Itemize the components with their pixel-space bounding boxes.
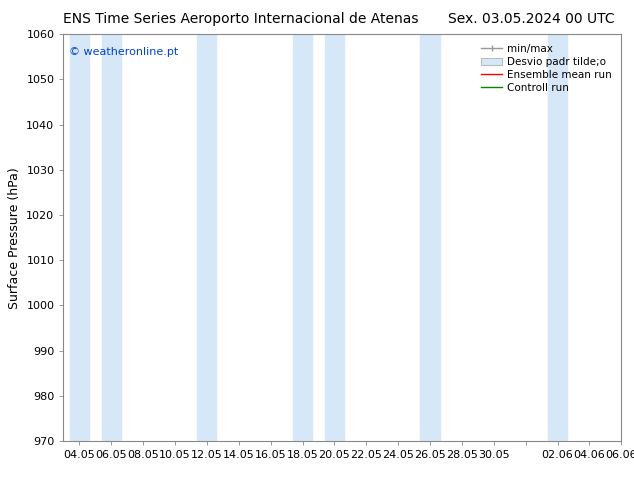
Text: © weatheronline.pt: © weatheronline.pt (69, 47, 178, 56)
Text: ENS Time Series Aeroporto Internacional de Atenas: ENS Time Series Aeroporto Internacional … (63, 12, 418, 26)
Y-axis label: Surface Pressure (hPa): Surface Pressure (hPa) (8, 167, 21, 309)
Bar (293, 34, 312, 441)
Bar (197, 34, 216, 441)
Legend: min/max, Desvio padr tilde;o, Ensemble mean run, Controll run: min/max, Desvio padr tilde;o, Ensemble m… (477, 40, 616, 97)
Bar (420, 34, 439, 441)
Text: Sex. 03.05.2024 00 UTC: Sex. 03.05.2024 00 UTC (448, 12, 615, 26)
Bar (101, 34, 121, 441)
Bar (548, 34, 567, 441)
Bar (70, 34, 89, 441)
Bar (325, 34, 344, 441)
